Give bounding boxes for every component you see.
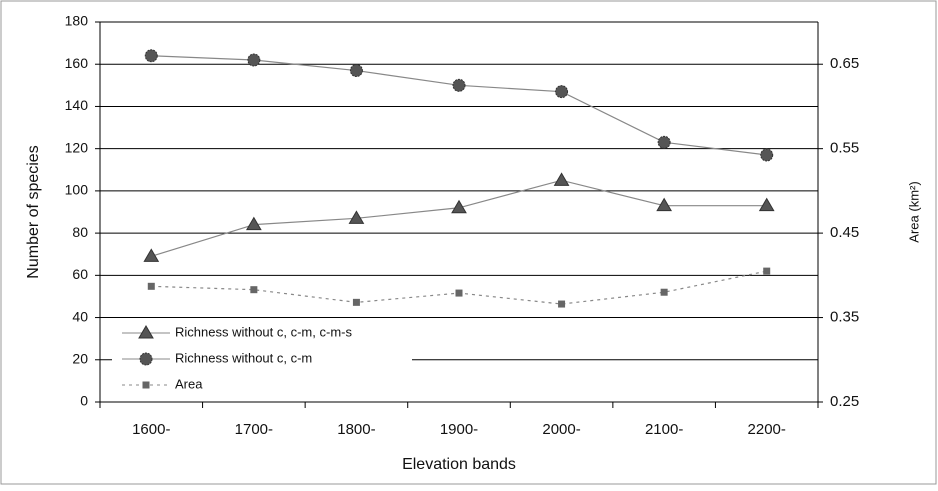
data-point: [250, 286, 258, 294]
data-point: [555, 85, 569, 99]
y2-tick-label: 0.55: [830, 140, 859, 157]
x-axis-title: Elevation bands: [402, 456, 516, 473]
x-tick-label: 2200-: [748, 421, 786, 438]
y-tick-label: 40: [72, 308, 88, 324]
data-point: [144, 49, 158, 63]
y-tick-label: 160: [65, 55, 89, 71]
data-point: [558, 300, 566, 308]
legend: Richness without c, c-m, c-m-s Richness w…: [112, 322, 412, 398]
data-point: [247, 53, 261, 67]
x-tick-label: 2000-: [542, 421, 580, 438]
legend-box: [112, 322, 412, 398]
data-point: [451, 199, 467, 214]
data-point: [348, 210, 365, 224]
y-tick-label: 60: [72, 266, 88, 282]
data-point: [656, 197, 673, 212]
data-point: [349, 64, 363, 78]
y-tick-label: 180: [65, 13, 89, 29]
data-point: [245, 216, 262, 231]
y2-tick-label: 0.65: [830, 55, 859, 72]
y2-tick-label: 0.45: [830, 224, 859, 241]
legend-label: Richness without c, c-m, c-m-s: [175, 324, 352, 339]
y-tick-label: 100: [65, 182, 89, 198]
data-point: [760, 148, 774, 162]
y-tick-label: 140: [65, 97, 89, 113]
data-point: [763, 267, 771, 275]
y-axis-title: Number of species: [25, 145, 42, 278]
data-point: [657, 135, 671, 149]
x-tick-label: 1900-: [440, 421, 478, 438]
legend-label: Richness without c, c-m: [175, 350, 312, 365]
x-tick-label: 1600-: [132, 421, 170, 438]
data-point: [452, 78, 466, 92]
data-point: [758, 197, 775, 212]
data-point: [455, 289, 463, 297]
x-tick-label: 2100-: [645, 421, 683, 438]
legend-marker: [138, 325, 154, 339]
x-tick-label: 1700-: [235, 421, 273, 438]
y-tick-label: 0: [80, 393, 88, 409]
data-point: [660, 288, 668, 296]
data-point: [147, 282, 155, 290]
y-tick-label: 120: [65, 139, 89, 155]
y2-tick-label: 0.25: [830, 393, 859, 410]
legend-marker: [139, 352, 153, 366]
data-point: [553, 172, 570, 186]
legend-marker: [142, 381, 150, 389]
y-tick-label: 20: [72, 350, 88, 366]
data-point: [352, 298, 360, 306]
x-tick-label: 1800-: [337, 421, 375, 438]
y2-tick-label: 0.35: [830, 309, 859, 326]
y-tick-label: 80: [72, 224, 88, 240]
data-point: [143, 248, 160, 262]
legend-label: Area: [175, 376, 203, 391]
y2-axis-title: Area (km²): [906, 181, 921, 242]
